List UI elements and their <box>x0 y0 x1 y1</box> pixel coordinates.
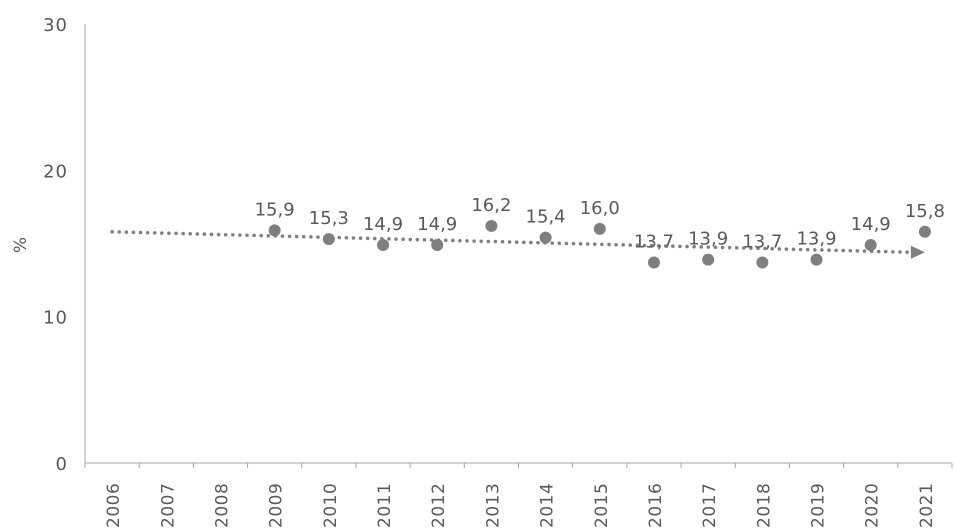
x-tick-label: 2011 <box>375 483 395 528</box>
data-point <box>377 238 390 251</box>
x-tick-label: 2020 <box>863 483 883 528</box>
trendline-layer <box>110 230 925 259</box>
x-tick-label: 2021 <box>917 483 937 528</box>
x-tick-label: 2006 <box>104 483 124 528</box>
y-tick-label: 20 <box>43 161 68 182</box>
x-tick-label: 2012 <box>429 483 449 528</box>
data-label: 15,9 <box>255 199 295 220</box>
data-points-layer <box>268 219 931 269</box>
x-tick-label: 2014 <box>538 483 558 528</box>
x-tick-label: 2017 <box>700 483 720 528</box>
data-label: 14,9 <box>851 214 891 235</box>
axes-layer: 0 10 20 30 2006 2007 2008 2009 2010 2011 2012 2013 2… <box>43 15 953 528</box>
data-point <box>918 225 931 238</box>
data-point <box>756 256 769 269</box>
data-point <box>539 231 552 244</box>
data-label: 13,9 <box>688 229 728 250</box>
data-labels-layer: 15,9 15,3 14,9 14,9 16,2 15,4 16,0 13,7 13,9 13,7… <box>255 195 945 253</box>
x-tick-label: 2013 <box>483 483 503 528</box>
data-point <box>702 253 715 266</box>
y-tick-label: 10 <box>43 308 68 329</box>
data-point <box>810 253 823 266</box>
y-axis-title: % <box>11 237 31 253</box>
data-label: 15,3 <box>309 208 349 229</box>
x-tick-label: 2009 <box>267 483 287 528</box>
data-label: 13,7 <box>742 232 782 253</box>
data-point <box>864 238 877 251</box>
data-point <box>647 256 660 269</box>
data-point <box>431 238 444 251</box>
y-tick-label: 30 <box>43 15 68 36</box>
data-label: 15,8 <box>905 201 945 222</box>
x-tick-label: 2018 <box>754 483 774 528</box>
x-tick-label: 2019 <box>809 483 829 528</box>
x-tick-label: 2007 <box>158 483 178 528</box>
data-point <box>593 222 606 235</box>
data-label: 14,9 <box>417 214 457 235</box>
trendline-arrowhead <box>910 245 925 259</box>
x-tick-label: 2016 <box>646 483 666 528</box>
data-label: 15,4 <box>526 207 566 228</box>
data-label: 13,9 <box>796 229 836 250</box>
data-label: 14,9 <box>363 214 403 235</box>
trendline <box>110 230 913 255</box>
data-label: 13,7 <box>634 232 674 253</box>
data-point <box>268 224 281 237</box>
y-tick-label: 0 <box>56 454 68 475</box>
data-point <box>485 219 498 232</box>
x-tick-label: 2015 <box>592 483 612 528</box>
x-tick-label: 2010 <box>321 483 341 528</box>
data-point <box>322 233 335 246</box>
data-label: 16,0 <box>580 198 620 219</box>
x-tick-label: 2008 <box>212 483 232 528</box>
data-label: 16,2 <box>471 195 511 216</box>
